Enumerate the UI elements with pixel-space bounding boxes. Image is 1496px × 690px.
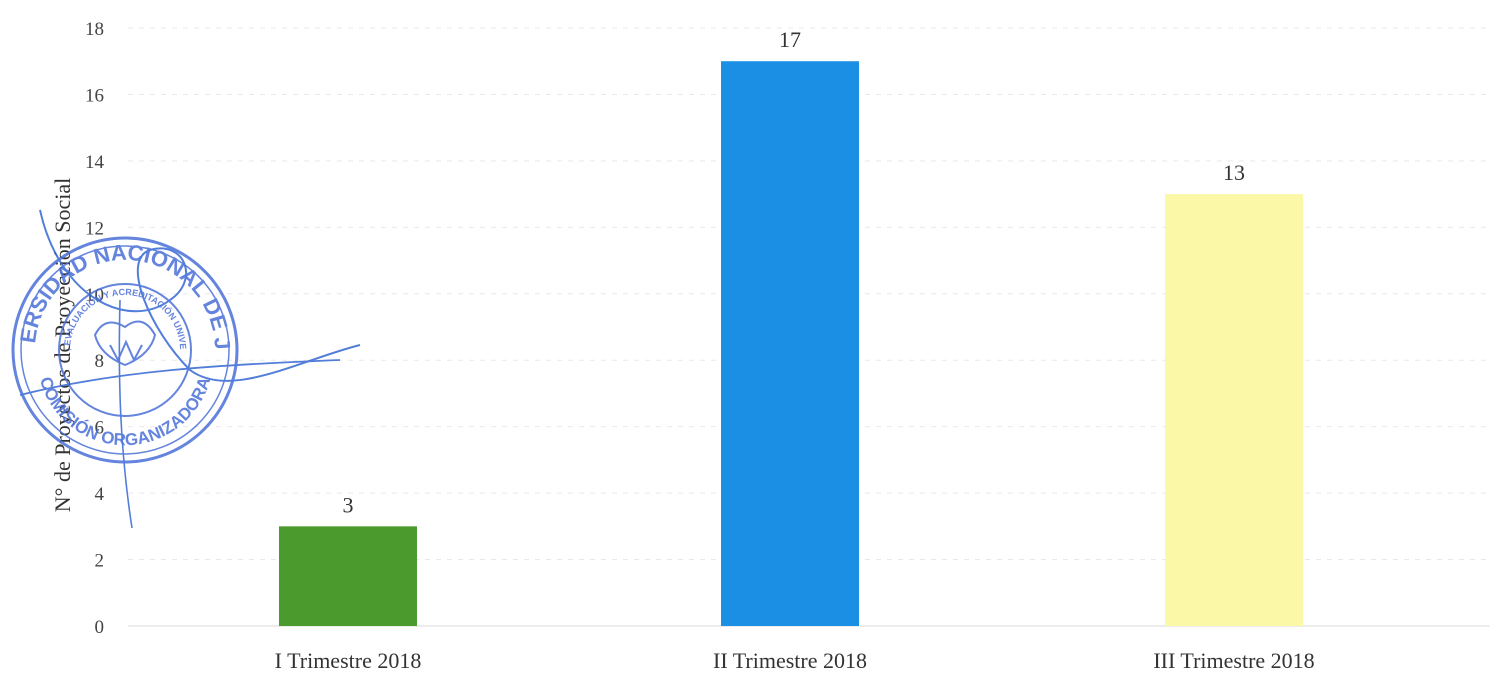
y-tick-label: 12: [85, 218, 104, 239]
y-axis-title: N° de Proyectos de Proyección Social: [50, 178, 75, 512]
y-tick-label: 8: [95, 351, 105, 372]
y-tick-label: 14: [85, 152, 105, 173]
data-label-1: 3: [343, 492, 354, 517]
data-label-2: 17: [779, 27, 801, 52]
bar-2: [721, 61, 859, 626]
y-tick-label: 6: [95, 418, 105, 439]
y-tick-label: 18: [85, 19, 104, 40]
y-tick-label: 4: [95, 484, 105, 505]
signature-stroke: [39, 209, 361, 382]
y-tick-label: 16: [85, 85, 104, 106]
y-tick-label: 2: [95, 551, 105, 572]
x-category-label: I Trimestre 2018: [275, 648, 422, 673]
x-category-label: II Trimestre 2018: [713, 648, 867, 673]
data-label-3: 13: [1223, 160, 1245, 185]
y-tick-label: 0: [95, 617, 105, 638]
bars: [279, 61, 1303, 626]
seal-crest-icon: [93, 320, 157, 367]
bar-3: [1165, 194, 1303, 626]
x-axis-categories: I Trimestre 2018 II Trimestre 2018 III Tri…: [275, 648, 1315, 673]
data-labels: 3 17 13: [343, 27, 1246, 517]
bar-1: [279, 526, 417, 626]
seal-outer-text: UNIVERSIDAD NACIONAL DE JAÉN: [0, 0, 235, 350]
x-category-label: III Trimestre 2018: [1153, 648, 1314, 673]
